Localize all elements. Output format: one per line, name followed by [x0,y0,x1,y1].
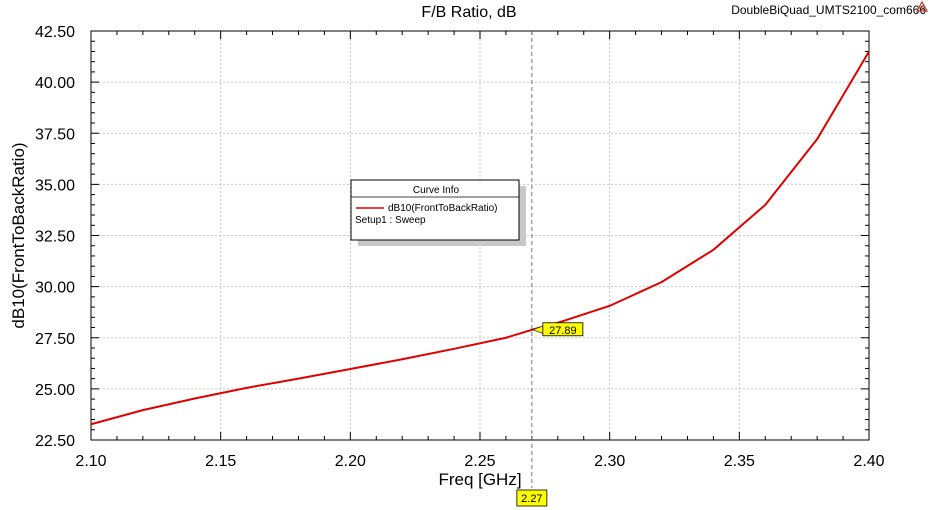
y-tick-label: 40.00 [35,75,75,92]
x-tick-label: 2.10 [75,453,106,470]
marker-y-box [542,322,584,337]
marker-x-box [516,489,548,507]
project-name: DoubleBiQuad_UMTS2100_com666 [731,3,926,17]
x-axis-label: Freq [GHz] [438,470,521,489]
x-tick-label: 2.20 [335,453,366,470]
legend-entry-label: dB10(FrontToBackRatio) [388,203,498,214]
tick-labels: 2.10 2.15 2.20 2.25 2.30 2.35 2.40 22.50 25.00 27… [35,24,885,470]
x-tick-label: 2.15 [205,453,236,470]
y-tick-label: 35.00 [35,177,75,194]
x-tick-label: 2.25 [464,453,495,470]
y-tick-label: 37.50 [35,126,75,143]
x-tick-label: 2.40 [853,453,884,470]
y-axis-label: dB10(FrontToBackRatio) [9,142,28,328]
legend-entry-subtitle: Setup1 : Sweep [355,215,426,226]
marker-y-callout[interactable]: 27.89 [542,322,584,337]
y-tick-label: 27.50 [35,331,75,348]
x-tick-label: 2.35 [724,453,755,470]
marker-pointer [531,325,545,335]
legend-title: Curve Info [413,185,460,196]
x-tick-label: 2.30 [594,453,625,470]
y-tick-label: 30.00 [35,280,75,297]
y-tick-label: 42.50 [35,24,75,41]
chart-title: F/B Ratio, dB [421,4,516,21]
marker-y-value: 27.89 [549,325,577,337]
plot-frame [90,30,870,441]
legend[interactable]: Curve Info dB10(FrontToBackRatio) Setup1… [350,179,526,246]
marker-x-value: 2.27 [521,493,542,505]
ansys-logo-icon [915,0,929,12]
y-tick-label: 32.50 [35,229,75,246]
marker-x-callout[interactable]: 2.27 [516,489,548,507]
series-line [90,50,870,426]
y-tick-label: 22.50 [35,433,75,450]
legend-box [350,179,520,241]
y-tick-label: 25.00 [35,382,75,399]
grid [91,31,869,440]
